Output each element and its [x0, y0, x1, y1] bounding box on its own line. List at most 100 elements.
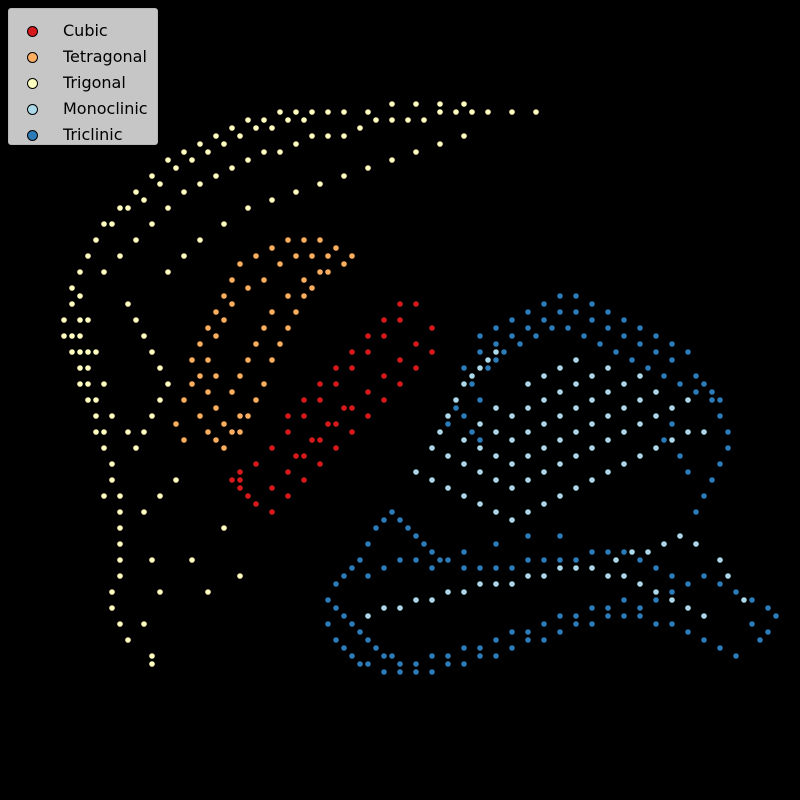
point-triclinic-49: [716, 460, 724, 468]
point-triclinic-82: [652, 596, 660, 604]
point-cubic-6: [348, 404, 356, 412]
point-cubic-44: [316, 460, 324, 468]
point-trigonal-91: [292, 188, 300, 196]
point-cubic-23: [300, 396, 308, 404]
point-triclinic-73: [508, 628, 516, 636]
point-triclinic-146: [700, 636, 708, 644]
point-triclinic-126: [380, 668, 388, 676]
point-monoclinic-44: [604, 412, 612, 420]
point-trigonal-110: [92, 348, 100, 356]
point-trigonal-123: [260, 148, 268, 156]
point-triclinic-96: [372, 524, 380, 532]
point-trigonal-22: [124, 636, 132, 644]
point-trigonal-64: [124, 204, 132, 212]
point-trigonal-106: [132, 444, 140, 452]
point-trigonal-92: [316, 180, 324, 188]
point-triclinic-56: [660, 436, 668, 444]
point-triclinic-45: [708, 396, 716, 404]
point-triclinic-117: [636, 556, 644, 564]
point-trigonal-67: [172, 164, 180, 172]
point-monoclinic-56: [604, 388, 612, 396]
point-trigonal-115: [132, 236, 140, 244]
point-triclinic-38: [596, 340, 604, 348]
point-triclinic-23: [620, 332, 628, 340]
point-monoclinic-109: [660, 540, 668, 548]
point-tetragonal-2: [204, 324, 212, 332]
point-monoclinic-102: [700, 612, 708, 620]
point-triclinic-112: [556, 556, 564, 564]
point-triclinic-156: [428, 564, 436, 572]
point-triclinic-57: [324, 596, 332, 604]
point-monoclinic-96: [604, 572, 612, 580]
point-monoclinic-90: [508, 580, 516, 588]
point-triclinic-110: [524, 556, 532, 564]
point-monoclinic-84: [412, 596, 420, 604]
point-tetragonal-45: [260, 324, 268, 332]
point-monoclinic-39: [524, 452, 532, 460]
point-triclinic-101: [412, 532, 420, 540]
legend-label-triclinic: Triclinic: [63, 125, 123, 144]
point-monoclinic-110: [644, 548, 652, 556]
point-trigonal-7: [92, 396, 100, 404]
point-monoclinic-41: [556, 436, 564, 444]
legend-item-cubic: Cubic: [9, 19, 159, 45]
point-triclinic-26: [668, 356, 676, 364]
point-triclinic-107: [476, 564, 484, 572]
point-trigonal-5: [84, 364, 92, 372]
point-cubic-35: [316, 396, 324, 404]
point-triclinic-160: [556, 532, 564, 540]
point-triclinic-58: [332, 604, 340, 612]
point-monoclinic-57: [620, 380, 628, 388]
point-cubic-42: [284, 492, 292, 500]
point-trigonal-71: [236, 132, 244, 140]
point-monoclinic-9: [556, 492, 564, 500]
point-triclinic-102: [420, 540, 428, 548]
point-triclinic-143: [652, 620, 660, 628]
point-monoclinic-85: [428, 596, 436, 604]
point-monoclinic-94: [572, 564, 580, 572]
point-triclinic-11: [652, 332, 660, 340]
point-trigonal-83: [148, 412, 156, 420]
point-cubic-28: [380, 316, 388, 324]
point-cubic-47: [364, 412, 372, 420]
point-monoclinic-3: [460, 492, 468, 500]
point-trigonal-44: [388, 100, 396, 108]
point-monoclinic-32: [652, 412, 660, 420]
point-trigonal-100: [220, 524, 228, 532]
point-triclinic-79: [604, 604, 612, 612]
point-cubic-58: [324, 420, 332, 428]
point-cubic-22: [284, 412, 292, 420]
point-trigonal-116: [148, 220, 156, 228]
point-tetragonal-6: [236, 260, 244, 268]
point-triclinic-108: [492, 564, 500, 572]
point-trigonal-34: [212, 132, 220, 140]
point-monoclinic-107: [692, 540, 700, 548]
point-monoclinic-88: [476, 580, 484, 588]
point-triclinic-24: [636, 340, 644, 348]
point-triclinic-167: [700, 380, 708, 388]
point-triclinic-113: [572, 556, 580, 564]
point-tetragonal-10: [300, 236, 308, 244]
point-trigonal-16: [116, 540, 124, 548]
point-triclinic-144: [668, 620, 676, 628]
point-trigonal-121: [228, 164, 236, 172]
point-cubic-33: [284, 428, 292, 436]
point-tetragonal-57: [220, 444, 228, 452]
point-triclinic-69: [444, 652, 452, 660]
point-monoclinic-15: [652, 444, 660, 452]
point-triclinic-87: [732, 588, 740, 596]
point-monoclinic-53: [556, 412, 564, 420]
point-triclinic-132: [476, 652, 484, 660]
point-monoclinic-18: [700, 428, 708, 436]
point-triclinic-100: [404, 524, 412, 532]
point-tetragonal-0: [188, 356, 196, 364]
point-trigonal-113: [100, 268, 108, 276]
point-triclinic-128: [412, 668, 420, 676]
point-triclinic-94: [356, 556, 364, 564]
point-triclinic-61: [356, 628, 364, 636]
point-trigonal-24: [76, 268, 84, 276]
point-tetragonal-41: [228, 388, 236, 396]
point-trigonal-38: [276, 108, 284, 116]
point-triclinic-34: [532, 332, 540, 340]
